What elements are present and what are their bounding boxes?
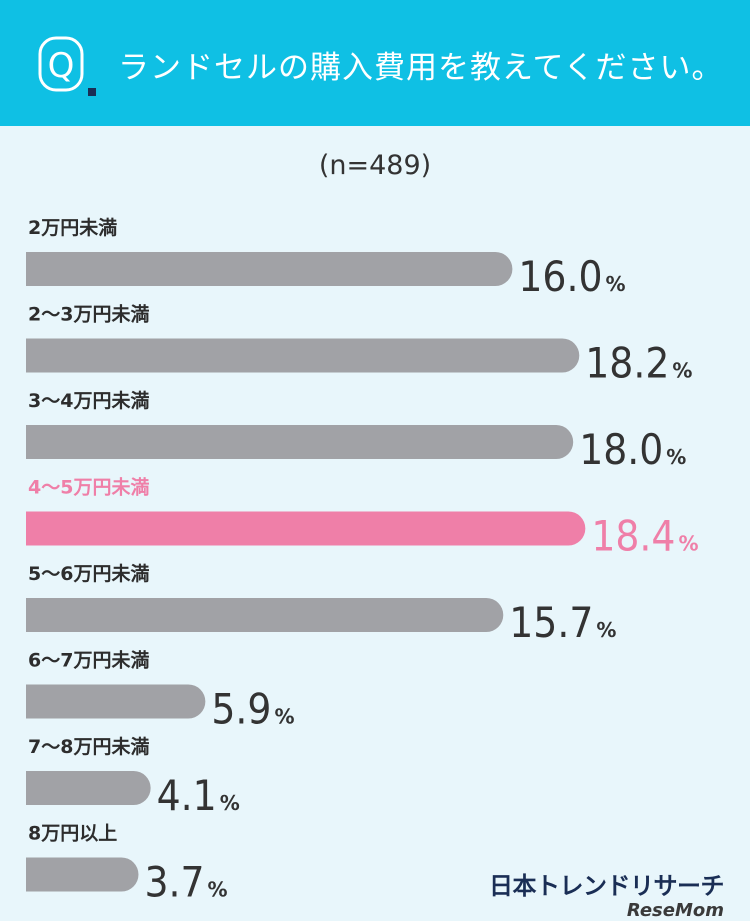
category-label: 4〜5万円未満 <box>28 476 149 499</box>
category-label: 7〜8万円未満 <box>28 735 149 758</box>
brand-sub-logo: ReseMom <box>626 900 724 921</box>
question-title: ランドセルの購入費用を教えてください。 <box>118 50 724 86</box>
bar <box>26 857 139 892</box>
bar <box>26 598 504 632</box>
header-banner: Q ランドセルの購入費用を教えてください。 <box>0 0 750 126</box>
brand-logo: 日本トレンドリサーチ ReseMom <box>489 866 725 921</box>
category-label: 8万円以上 <box>28 823 117 845</box>
percent-sign: % <box>596 618 616 642</box>
percent-sign: % <box>220 791 240 815</box>
category-label: 5〜6万円未満 <box>28 562 149 585</box>
category-label: 2〜3万円未満 <box>28 303 149 326</box>
bar <box>26 425 574 459</box>
value-label: 18.4 <box>591 512 675 561</box>
q-letter: Q <box>48 46 75 86</box>
value-label: 16.0 <box>518 252 602 301</box>
percent-sign: % <box>606 272 626 296</box>
category-label: 6〜7万円未満 <box>28 649 149 672</box>
value-label: 18.2 <box>585 339 669 388</box>
q-badge-icon: Q <box>38 36 96 96</box>
brand-name: 日本トレンドリサーチ <box>489 872 725 900</box>
value-label: 4.1 <box>157 771 217 820</box>
value-label: 15.7 <box>509 598 593 647</box>
percent-sign: % <box>274 705 294 729</box>
value-label: 18.0 <box>579 425 663 474</box>
bar <box>26 771 151 805</box>
value-label: 5.9 <box>211 685 271 734</box>
percent-sign: % <box>666 445 686 469</box>
bar <box>26 684 206 719</box>
bar <box>26 252 513 286</box>
bar <box>26 338 580 373</box>
sample-size-label: (n=489) <box>318 150 432 181</box>
bar <box>26 511 586 546</box>
percent-sign: % <box>672 359 692 383</box>
category-label: 3〜4万円未満 <box>28 389 149 412</box>
category-label: 2万円未満 <box>28 216 117 239</box>
percent-sign: % <box>678 532 698 556</box>
percent-sign: % <box>208 878 228 902</box>
value-label: 3.7 <box>144 858 204 907</box>
